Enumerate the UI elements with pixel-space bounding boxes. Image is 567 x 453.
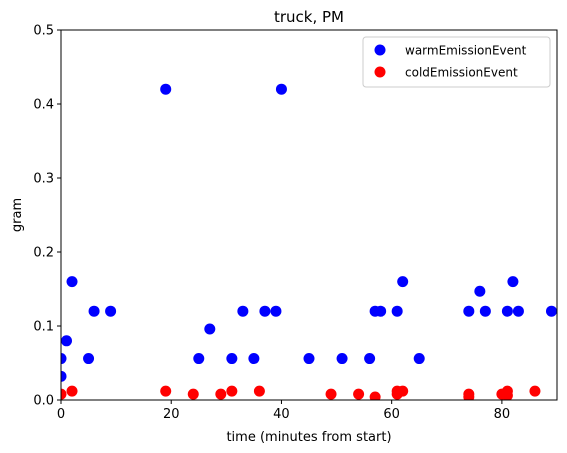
markers [61, 83, 557, 400]
y-tick-label: 0.0 [33, 394, 54, 409]
warm-emission-point [364, 353, 376, 365]
legend-warm-label: warmEmissionEvent [405, 44, 527, 58]
warm-emission-point [512, 305, 524, 317]
cold-emission-point [215, 388, 227, 400]
x-tick-label: 40 [273, 407, 290, 422]
cold-emission-point [226, 385, 238, 397]
x-tick-label: 80 [494, 407, 511, 422]
warm-emission-point [83, 353, 95, 365]
warm-emission-point [237, 305, 249, 317]
cold-emission-point [160, 385, 172, 397]
warm-emission-point [413, 353, 425, 365]
warm-emission-point [501, 305, 513, 317]
warm-emission-point [507, 276, 519, 288]
y-tick-label: 0.5 [33, 24, 54, 39]
legend-box [362, 36, 551, 88]
cold-emission-point [66, 385, 78, 397]
cold-emission-point [463, 388, 475, 400]
warm-emission-point [303, 353, 315, 365]
legend: warmEmissionEvent coldEmissionEvent [362, 36, 551, 88]
legend-cold-label: coldEmissionEvent [405, 66, 518, 80]
warm-emission-point [61, 335, 73, 347]
legend-cold-marker [374, 66, 386, 78]
cold-emission-point [61, 388, 67, 400]
warm-emission-point [336, 353, 348, 365]
y-tick-label: 0.2 [33, 246, 54, 261]
cold-emission-point [253, 385, 265, 397]
warm-emission-point [275, 83, 287, 95]
y-tick-label: 0.1 [33, 320, 54, 335]
warm-emission-point [226, 353, 238, 365]
warm-emission-point [88, 305, 100, 317]
x-tick-label: 0 [57, 407, 65, 422]
plot-area: 0 20 40 60 80 0.0 0.1 0.2 0.3 0.4 0.5 [33, 24, 558, 422]
warm-emission-point [160, 83, 172, 95]
warm-emission-point [204, 323, 216, 335]
chart-title: truck, PM [274, 8, 344, 26]
x-tick-label: 60 [383, 407, 400, 422]
warm-emission-point [474, 285, 486, 297]
warm-emission-point [479, 305, 491, 317]
y-tick-label: 0.3 [33, 172, 54, 187]
warm-emission-point [391, 305, 403, 317]
y-axis-label: gram [10, 198, 25, 232]
legend-warm-marker [374, 44, 386, 56]
cold-emission-point [353, 388, 365, 400]
warm-emission-point [66, 276, 78, 288]
warm-emission-point [270, 305, 282, 317]
warm-emission-point [248, 353, 260, 365]
x-axis-label: time (minutes from start) [226, 430, 391, 445]
plot-frame [60, 29, 558, 401]
cold-emission-point [397, 385, 409, 397]
warm-emission-point [105, 305, 117, 317]
cold-emission-point [325, 388, 337, 400]
cold-emission-point [369, 391, 381, 400]
warm-emission-point [545, 305, 557, 317]
warm-emission-point [61, 370, 67, 382]
warm-emission-point [397, 276, 409, 288]
cold-emission-point [529, 385, 541, 397]
warm-emission-point [61, 353, 67, 365]
warm-emission-point [193, 353, 205, 365]
warm-emission-point [259, 305, 271, 317]
x-tick-label: 20 [163, 407, 180, 422]
cold-emission-point [187, 388, 199, 400]
cold-emission-point [501, 390, 513, 400]
warm-emission-point [375, 305, 387, 317]
warm-emission-point [463, 305, 475, 317]
y-tick-label: 0.4 [33, 98, 54, 113]
